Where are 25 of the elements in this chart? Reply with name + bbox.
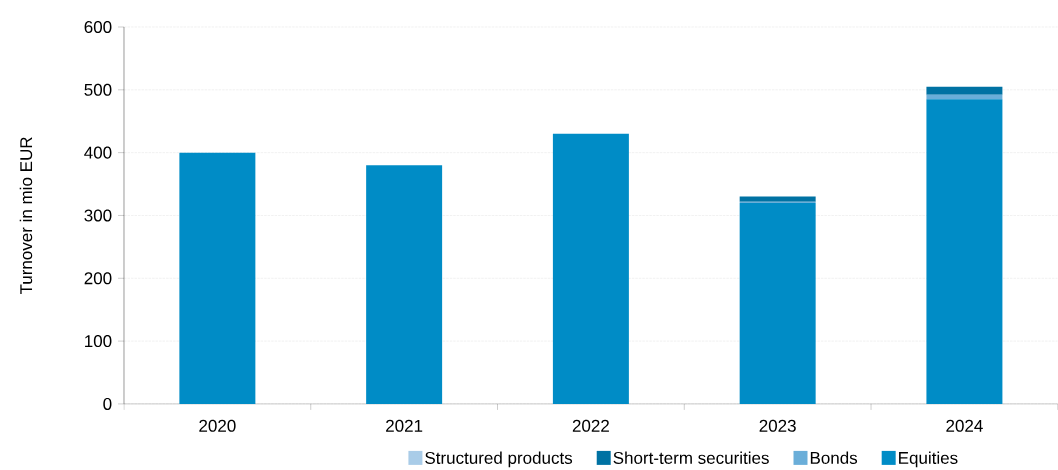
bar [366,165,443,404]
bar [926,94,1003,100]
legend-label: Short-term securities [613,451,769,464]
legend-label: Bonds [810,451,858,464]
y-tick-label: 400 [84,146,112,159]
legend-label: Equities [899,451,958,468]
y-tick-label: 200 [84,272,112,285]
y-tick-label: 100 [85,334,112,347]
y-tick-label: 500 [84,83,112,96]
x-tick-label: 2021 [386,419,423,432]
bar [179,152,256,404]
bar [739,202,816,404]
y-tick-label: 600 [84,20,112,33]
y-axis-title: Turnover in mio EUR [19,137,33,294]
x-tick-label: 2020 [199,419,236,432]
x-tick-label: 2024 [946,419,983,432]
bar [739,196,816,202]
bar [926,99,1003,404]
y-tick-label: 0 [103,397,112,410]
bar [926,86,1003,95]
x-tick-label: 2022 [572,419,609,432]
y-tick-label: 300 [84,209,112,222]
legend-label: Structured products [425,451,573,468]
bar [552,133,629,404]
x-tick-label: 2023 [759,419,796,432]
